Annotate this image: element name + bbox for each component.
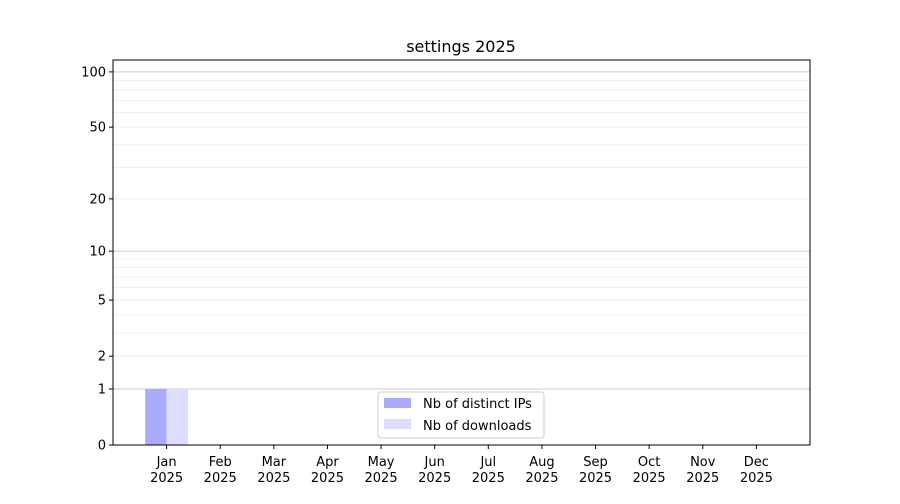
x-tick-label: Jul 2025 bbox=[472, 455, 505, 486]
legend: Nb of distinct IPs Nb of downloads bbox=[377, 391, 545, 439]
y-tick-label: 10 bbox=[89, 245, 106, 260]
legend-swatch-distinct-ips bbox=[384, 398, 411, 408]
x-tick-label: Nov 2025 bbox=[686, 455, 719, 486]
y-tick-label: 5 bbox=[98, 294, 106, 309]
y-tick-label: 1 bbox=[98, 382, 106, 397]
x-tick-label: Jun 2025 bbox=[418, 455, 451, 486]
y-tick-label: 2 bbox=[98, 350, 106, 365]
y-tick-label: 100 bbox=[81, 65, 106, 80]
legend-swatch-downloads bbox=[384, 419, 411, 429]
y-tick-label: 20 bbox=[89, 192, 106, 207]
y-tick-label: 50 bbox=[89, 121, 106, 136]
chart-title: settings 2025 bbox=[406, 37, 516, 56]
x-tick-label: Feb 2025 bbox=[204, 455, 237, 486]
y-tick-label: 0 bbox=[98, 439, 106, 454]
bar-downloads bbox=[166, 388, 189, 445]
plot-frame bbox=[112, 59, 811, 446]
x-tick-label: Apr 2025 bbox=[311, 455, 344, 486]
legend-frame bbox=[377, 391, 545, 439]
x-tick-label: May 2025 bbox=[365, 455, 398, 486]
x-tick-label: Oct 2025 bbox=[633, 455, 666, 486]
x-tick-label: Jan 2025 bbox=[150, 455, 183, 486]
x-tick-label: Dec 2025 bbox=[740, 455, 773, 486]
legend-label-distinct-ips: Nb of distinct IPs bbox=[423, 397, 532, 412]
bar-distinct-ips bbox=[145, 388, 167, 445]
legend-label-downloads: Nb of downloads bbox=[423, 419, 532, 434]
x-tick-label: Sep 2025 bbox=[579, 455, 612, 486]
x-tick-label: Mar 2025 bbox=[257, 455, 290, 486]
x-tick-label: Aug 2025 bbox=[525, 455, 558, 486]
